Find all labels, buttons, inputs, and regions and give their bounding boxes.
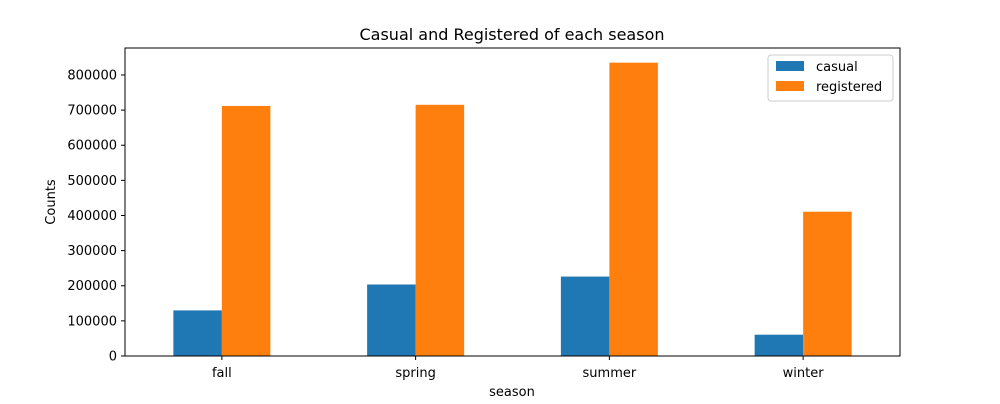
bar-casual-summer: [560, 276, 610, 356]
legend-swatch-registered: [776, 81, 804, 91]
y-tick-label: 500000: [67, 174, 117, 189]
bar-casual-spring: [367, 284, 416, 356]
x-tick-label: fall: [212, 366, 232, 381]
bar-registered-spring: [415, 104, 465, 356]
legend-label-casual: casual: [816, 60, 858, 75]
y-tick-label: 300000: [67, 244, 117, 259]
x-tick-label: summer: [583, 366, 637, 381]
y-tick-label: 0: [109, 350, 117, 365]
bar-registered-fall: [221, 105, 271, 356]
bar-casual-winter: [754, 334, 804, 356]
y-tick-label: 800000: [67, 68, 117, 83]
bar-registered-summer: [609, 62, 658, 357]
x-tick-label: winter: [783, 366, 825, 381]
y-tick-label: 600000: [67, 139, 117, 154]
legend-swatch-casual: [776, 61, 804, 71]
legend-label-registered: registered: [816, 80, 882, 95]
plot-area: 0 100000 200000 300000 400000 500000 600000 700…: [67, 47, 901, 381]
y-tick-label: 700000: [67, 104, 117, 119]
x-axis-label: season: [489, 385, 535, 400]
y-tick-label: 400000: [67, 209, 117, 224]
y-tick-label: 100000: [67, 314, 117, 329]
x-tick-label: spring: [395, 366, 435, 381]
y-axis-label: Counts: [44, 179, 59, 225]
bar-registered-winter: [803, 211, 852, 356]
chart-title: Casual and Registered of each season: [359, 25, 664, 44]
legend: casual registered: [767, 54, 894, 102]
bar-casual-fall: [173, 310, 222, 356]
axes-frame: [124, 47, 901, 357]
y-tick-label: 200000: [67, 279, 117, 294]
